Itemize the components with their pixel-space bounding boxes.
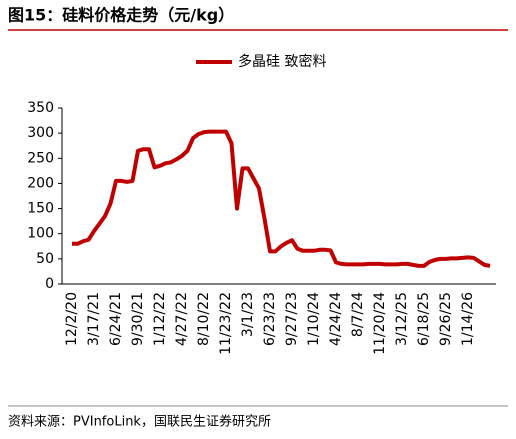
- x-tick-label: 6/18/25: [416, 292, 432, 346]
- x-tick-label: 1/10/24: [306, 292, 322, 346]
- x-tick-label: 4/24/24: [328, 292, 344, 346]
- chart-title: 图15：硅料价格走势（元/kg）: [8, 6, 234, 25]
- x-tick-label: 11/23/22: [218, 292, 234, 355]
- x-tick-label: 9/27/23: [284, 292, 300, 346]
- legend-label: 多晶硅 致密料: [238, 53, 326, 70]
- x-tick-label: 3/1/23: [240, 292, 256, 337]
- x-tick-label: 11/20/24: [372, 292, 388, 355]
- y-tick-label: 250: [27, 150, 54, 166]
- x-tick-label: 8/10/22: [196, 292, 212, 346]
- source: 资料来源：PVInfoLink，国联民生证券研究所: [8, 414, 271, 430]
- x-tick-label: 1/14/26: [460, 292, 476, 346]
- x-tick-label: 9/30/21: [130, 292, 146, 346]
- y-tick-label: 200: [27, 175, 54, 191]
- y-tick-label: 350: [27, 100, 54, 116]
- x-tick-label: 6/24/21: [108, 292, 124, 346]
- x-tick-label: 9/26/25: [438, 292, 454, 346]
- x-tick-label: 6/23/23: [262, 292, 278, 346]
- x-tick-label: 3/17/21: [86, 292, 102, 346]
- y-tick-label: 50: [36, 251, 54, 267]
- x-tick-label: 4/27/22: [174, 292, 190, 346]
- x-tick-label: 3/12/25: [394, 292, 410, 346]
- y-tick-label: 300: [27, 125, 54, 141]
- y-tick-label: 0: [45, 276, 54, 292]
- y-tick-label: 150: [27, 201, 54, 217]
- x-tick-label: 12/2/20: [64, 292, 80, 346]
- x-tick-label: 8/7/24: [350, 292, 366, 337]
- series-line: [72, 129, 491, 268]
- x-tick-label: 1/12/22: [152, 292, 168, 346]
- y-tick-label: 100: [27, 226, 54, 242]
